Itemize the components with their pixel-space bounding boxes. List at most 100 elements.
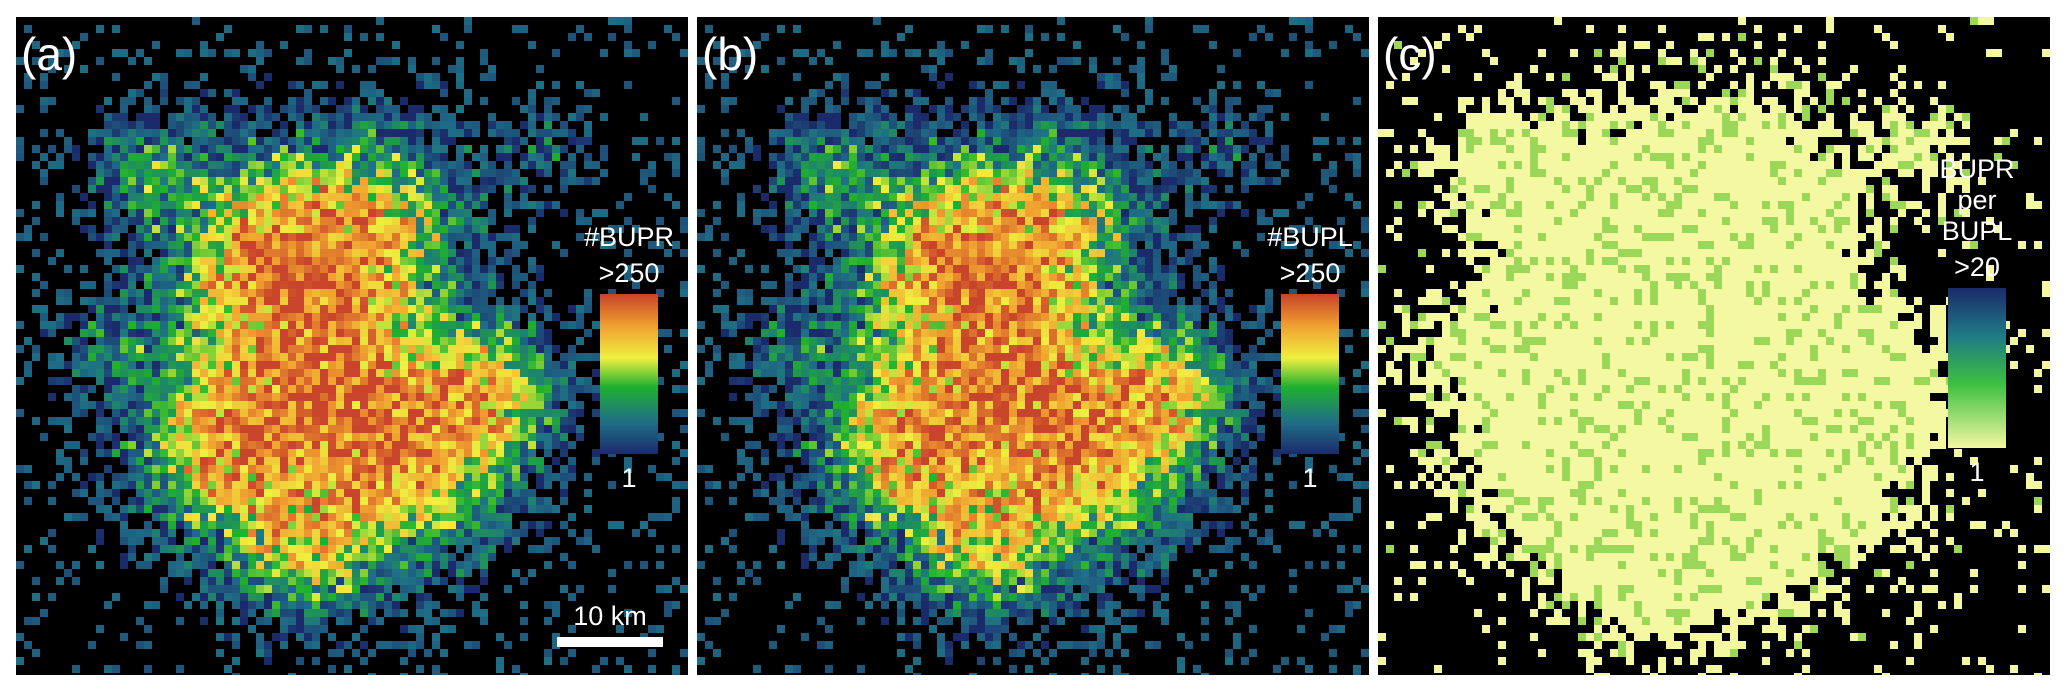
map-pixel [32,273,40,281]
map-pixel [376,577,384,585]
map-pixel [208,169,216,177]
map-pixel [512,321,520,329]
map-pixel [152,505,160,513]
map-pixel [368,209,376,217]
map-pixel [1113,81,1121,89]
map-pixel [88,297,96,305]
map-pixel [1097,177,1105,185]
map-pixel [352,161,360,169]
map-pixel [304,529,312,537]
map-pixel [144,305,152,313]
map-pixel [240,377,248,385]
map-pixel [256,649,264,657]
map-pixel [408,137,416,145]
map-pixel [224,505,232,513]
map-pixel [352,289,360,297]
map-pixel [296,465,304,473]
map-pixel [528,369,536,377]
map-pixel [288,113,296,121]
map-pixel [568,361,576,369]
map-pixel [232,129,240,137]
map-pixel [360,289,368,297]
scale-bar [557,637,663,647]
map-pixel [168,297,176,305]
map-pixel [336,193,344,201]
map-pixel [1209,145,1217,153]
map-pixel [176,473,184,481]
map-pixel [280,577,288,585]
map-pixel [576,113,584,121]
map-pixel [504,361,512,369]
map-pixel [192,545,200,553]
map-pixel [993,129,1001,137]
map-pixel [176,393,184,401]
map-pixel [32,57,40,65]
map-pixel [24,337,32,345]
map-pixel [296,345,304,353]
map-pixel [176,193,184,201]
map-pixel [128,145,136,153]
map-pixel [304,153,312,161]
map-pixel [793,73,801,81]
map-pixel [416,241,424,249]
map-pixel [272,577,280,585]
map-pixel [352,393,360,401]
map-pixel [152,41,160,49]
map-pixel [152,153,160,161]
map-pixel [889,169,897,177]
map-pixel [464,233,472,241]
map-pixel [833,193,841,201]
map-pixel [360,473,368,481]
map-pixel [184,97,192,105]
map-pixel [128,241,136,249]
map-pixel [240,321,248,329]
map-pixel [336,273,344,281]
map-pixel [352,593,360,601]
map-pixel [344,337,352,345]
map-pixel [536,209,544,217]
map-pixel [1129,137,1137,145]
map-pixel [432,209,440,217]
map-pixel [256,377,264,385]
map-pixel [80,481,88,489]
map-pixel [424,417,432,425]
map-pixel [144,241,152,249]
map-pixel [488,313,496,321]
map-pixel [256,297,264,305]
map-pixel [288,209,296,217]
map-pixel [873,169,881,177]
map-pixel [440,105,448,113]
map-pixel [889,161,897,169]
map-pixel [1001,25,1009,33]
map-pixel [584,129,592,137]
map-pixel [248,369,256,377]
map-pixel [200,121,208,129]
map-pixel [512,433,520,441]
map-pixel [1225,161,1233,169]
map-pixel [336,561,344,569]
map-pixel [592,409,600,417]
map-pixel [793,145,801,153]
map-pixel [376,185,384,193]
map-pixel [160,289,168,297]
map-pixel [873,121,881,129]
map-pixel [488,481,496,489]
map-pixel [72,513,80,521]
map-pixel [136,489,144,497]
map-pixel [336,649,344,657]
map-pixel [208,361,216,369]
map-pixel [168,425,176,433]
map-pixel [304,609,312,617]
map-pixel [408,225,416,233]
map-pixel [801,113,809,121]
map-pixel [168,257,176,265]
map-pixel [88,209,96,217]
map-pixel [985,201,993,209]
map-pixel [256,465,264,473]
map-pixel [416,625,424,633]
map-pixel [232,297,240,305]
map-pixel [280,257,288,265]
map-pixel [344,401,352,409]
map-pixel [440,361,448,369]
map-pixel [240,161,248,169]
